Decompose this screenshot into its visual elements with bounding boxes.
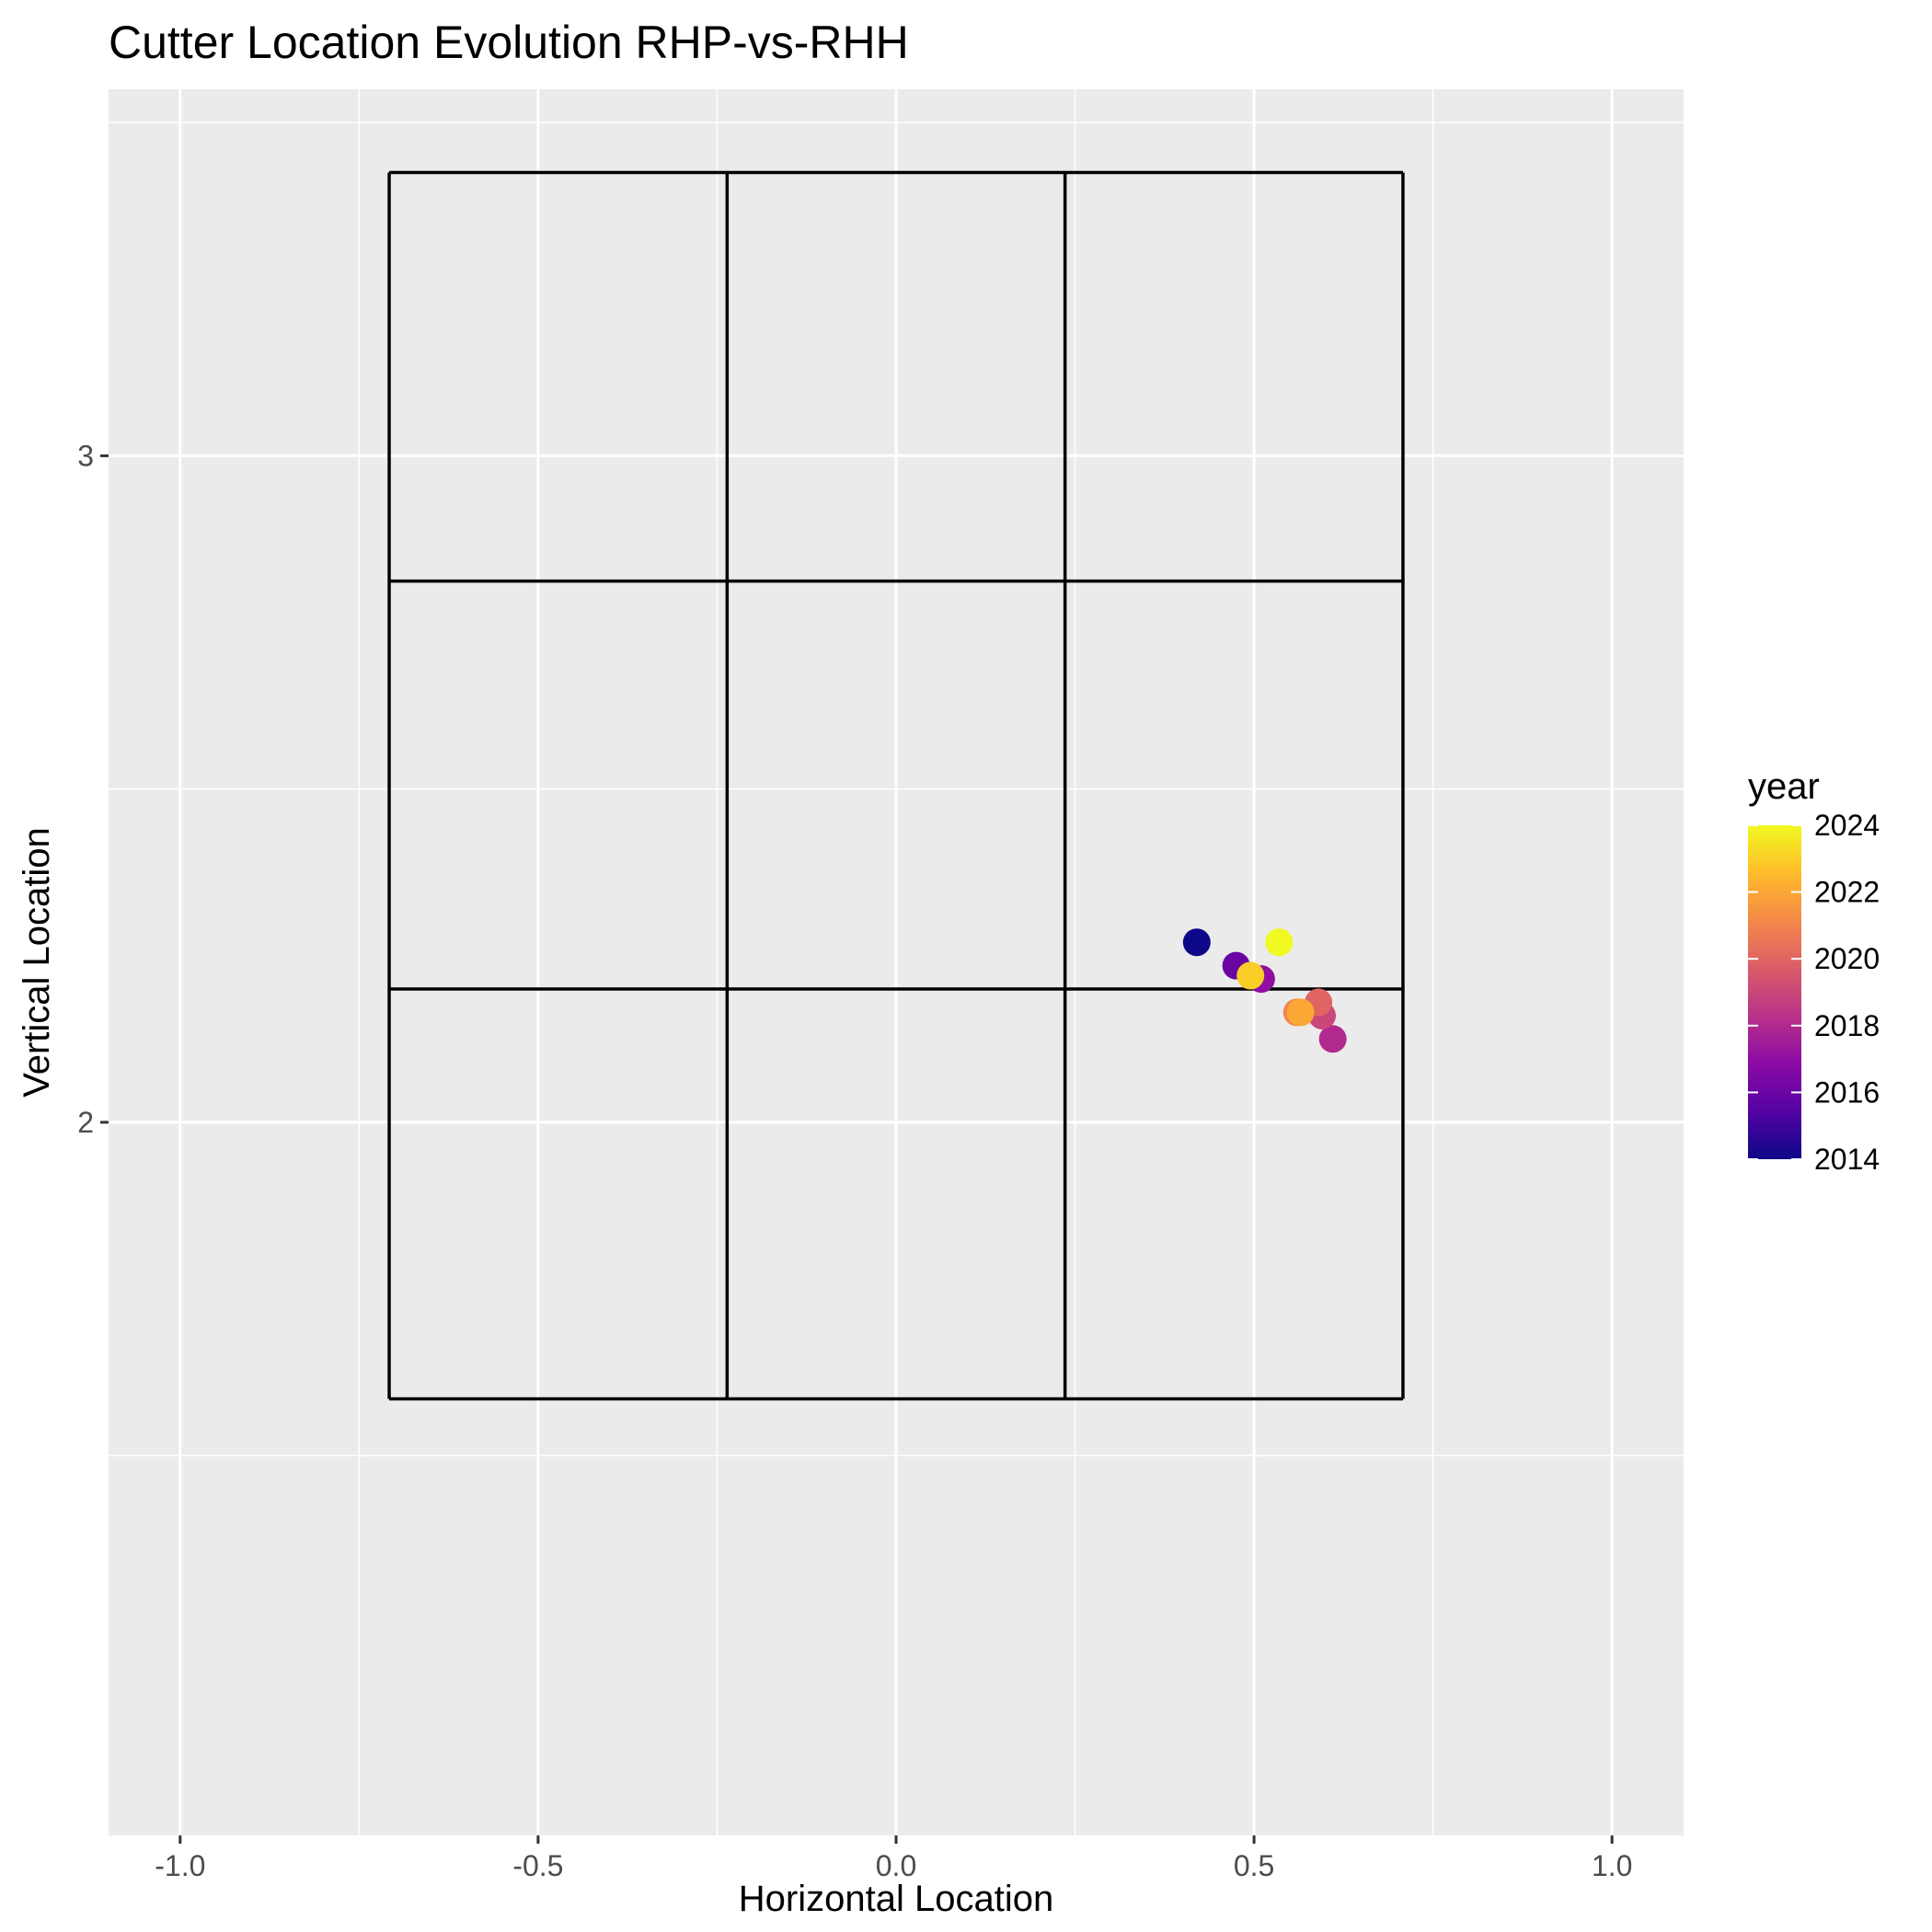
x-tick-label: 0.5 <box>1234 1849 1274 1882</box>
points-layer <box>1182 928 1347 1053</box>
y-tick-label: 2 <box>77 1106 94 1139</box>
grid-layer <box>109 89 1684 1835</box>
x-tick-label: 1.0 <box>1592 1849 1632 1882</box>
data-point <box>1236 961 1265 990</box>
strike-zone <box>387 170 1405 1401</box>
legend-tick-label: 2024 <box>1814 809 1880 842</box>
legend-tick-label: 2018 <box>1814 1009 1880 1042</box>
data-point <box>1265 928 1294 957</box>
y-axis: 23 <box>77 439 109 1139</box>
x-tick-label: -0.5 <box>512 1849 563 1882</box>
legend-tick-label: 2014 <box>1814 1143 1880 1176</box>
legend: year 2014 2016 2018 2020 2022 2024 <box>1748 766 1880 1176</box>
legend-colorbar <box>1748 825 1801 1159</box>
data-point <box>1318 1025 1347 1053</box>
chart-title: Cutter Location Evolution RHP-vs-RHH <box>109 17 909 68</box>
data-point <box>1182 928 1211 957</box>
y-axis-title: Vertical Location <box>17 827 57 1098</box>
x-tick-label: -1.0 <box>155 1849 205 1882</box>
legend-title: year <box>1748 766 1820 807</box>
legend-tick-label: 2020 <box>1814 942 1880 975</box>
legend-ticks: 2014 2016 2018 2020 2022 2024 <box>1748 809 1880 1176</box>
y-tick-label: 3 <box>77 439 94 472</box>
x-axis: -1.0 -0.5 0.0 0.5 1.0 <box>155 1835 1632 1882</box>
x-axis-title: Horizontal Location <box>739 1879 1053 1919</box>
x-tick-label: 0.0 <box>876 1849 916 1882</box>
legend-tick-label: 2022 <box>1814 876 1880 909</box>
legend-tick-label: 2016 <box>1814 1075 1880 1109</box>
data-point <box>1286 998 1315 1027</box>
